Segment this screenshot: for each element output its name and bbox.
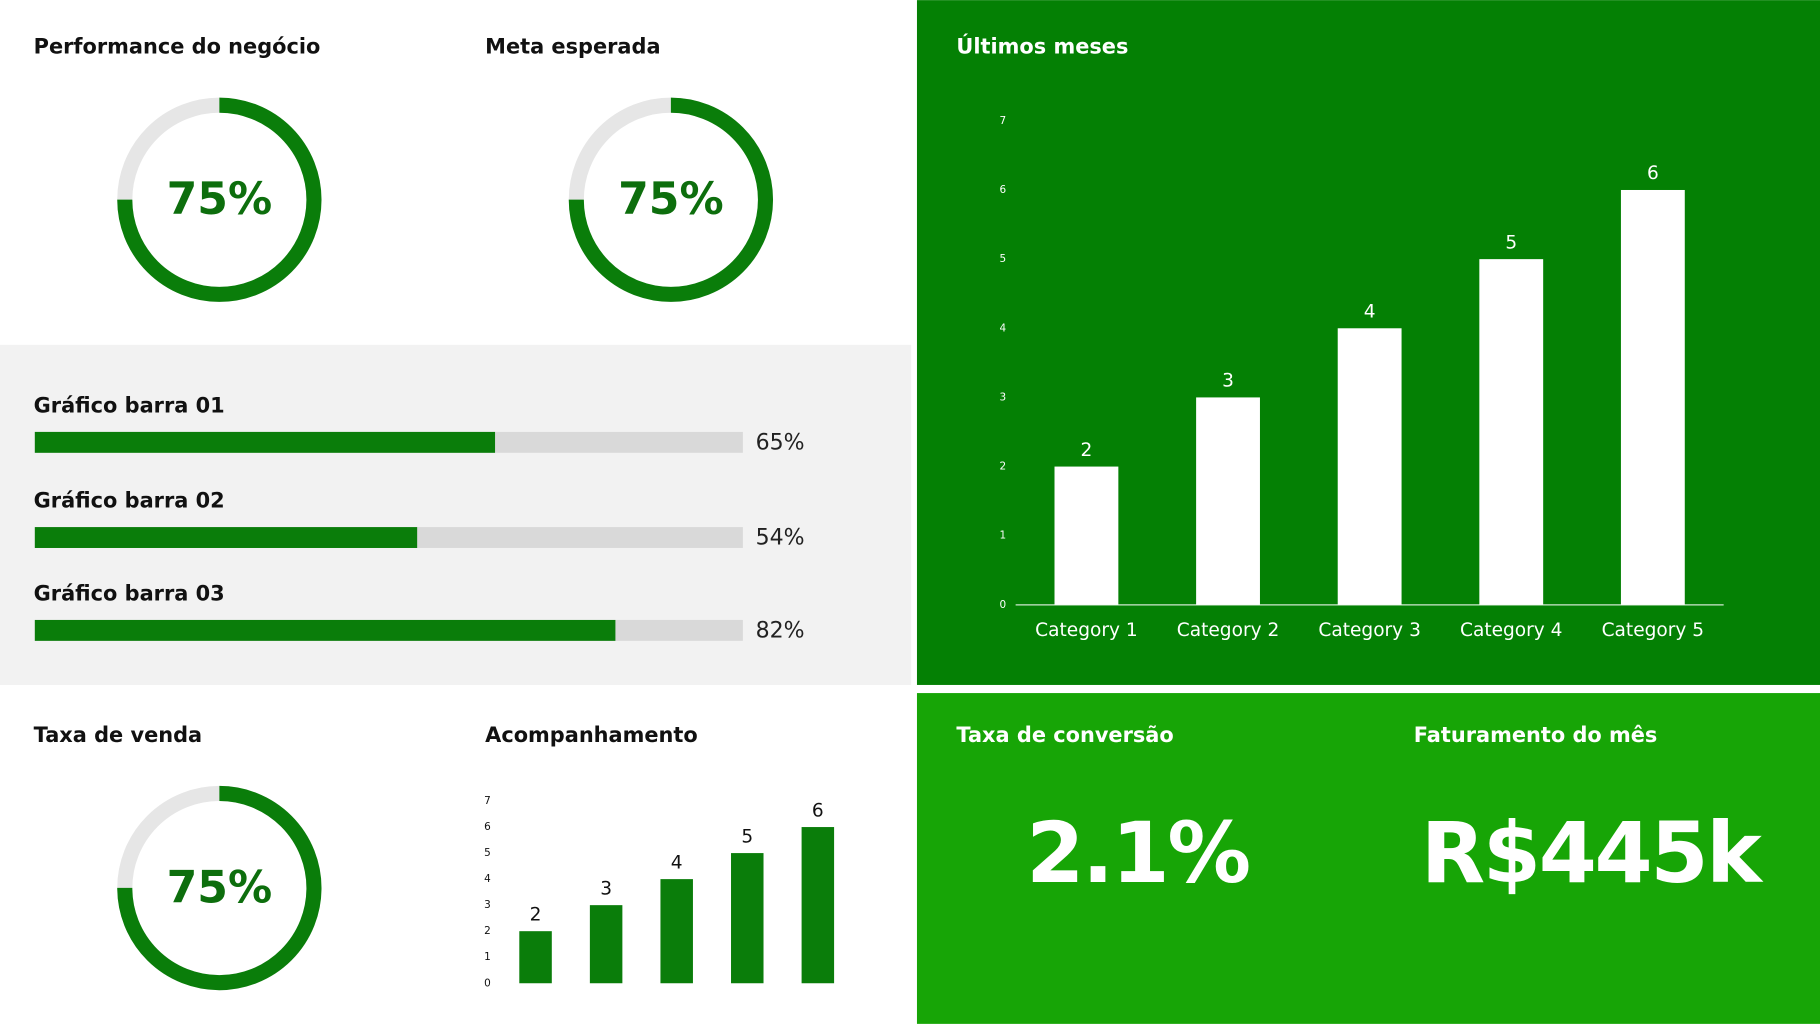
bar-value-label: 3 [600,878,612,899]
donut-arc [568,97,774,302]
progress-name: Gráfico barra 03 [34,581,225,605]
bar-value-label: 4 [1364,302,1376,323]
bar-value-label: 5 [741,826,753,847]
panel-title: Faturamento do mês [1414,723,1658,747]
x-tick-label: Category 4 [1460,620,1563,641]
y-tick-label: 5 [1000,253,1007,265]
donut-arc [117,97,322,302]
progress-bar [34,619,616,641]
progress-value: 54% [756,526,805,551]
x-tick-label: Category 2 [1177,620,1280,641]
y-tick-label: 7 [1000,115,1007,127]
panel-title: Meta esperada [485,35,660,59]
bar [1479,259,1544,605]
y-tick-label: 0 [1000,599,1007,611]
progress-name: Gráfico barra 01 [34,393,225,417]
kpi-value: 2.1% [1026,804,1249,902]
y-tick-label: 1 [484,951,491,963]
donut-label: 75% [167,174,273,225]
bar [1054,466,1119,605]
progress-bar [34,527,418,548]
y-tick-label: 2 [484,925,491,937]
bar [589,905,623,984]
x-tick-label: Category 3 [1318,620,1421,641]
progress-value: 82% [756,619,805,644]
bar-value-label: 2 [1081,440,1093,461]
bar [731,853,764,984]
panel-title: Acompanhamento [485,723,698,747]
bar-value-label: 6 [812,800,824,821]
x-tick-label: Category 1 [1035,620,1138,641]
kpi-panel [916,693,1820,1024]
y-tick-label: 1 [1000,530,1007,542]
bar-value-label: 6 [1647,163,1659,184]
bar [660,879,693,984]
bar-value-label: 5 [1505,232,1517,253]
y-tick-label: 5 [484,847,491,859]
y-tick-label: 6 [1000,184,1007,196]
panel-title: Taxa de conversão [956,723,1173,747]
bar-value-label: 3 [1222,371,1234,392]
panel-title: Taxa de venda [34,723,202,747]
y-tick-label: 3 [1000,391,1007,403]
bar-value-label: 2 [530,904,542,925]
donut-label: 75% [167,862,273,913]
y-tick-label: 0 [484,977,491,989]
y-tick-label: 3 [484,899,491,911]
bar-value-label: 4 [671,852,683,873]
y-tick-label: 4 [1000,322,1007,334]
progress-value: 65% [756,431,805,456]
panel-title: Performance do negócio [34,35,321,59]
bar [519,931,552,984]
progress-bar [34,431,496,453]
donut-arc [117,785,322,991]
progress-name: Gráfico barra 02 [34,489,225,513]
bar [1620,189,1685,605]
y-tick-label: 2 [1000,461,1007,473]
donut-label: 75% [618,174,724,225]
kpi-value: R$445k [1421,804,1764,902]
bar [801,827,835,984]
y-tick-label: 7 [484,795,491,807]
y-tick-label: 4 [484,873,491,885]
x-tick-label: Category 5 [1602,620,1705,641]
bar [1337,328,1402,605]
bar [1196,397,1260,605]
y-tick-label: 6 [484,821,491,833]
panel-title: Últimos meses [956,34,1128,59]
